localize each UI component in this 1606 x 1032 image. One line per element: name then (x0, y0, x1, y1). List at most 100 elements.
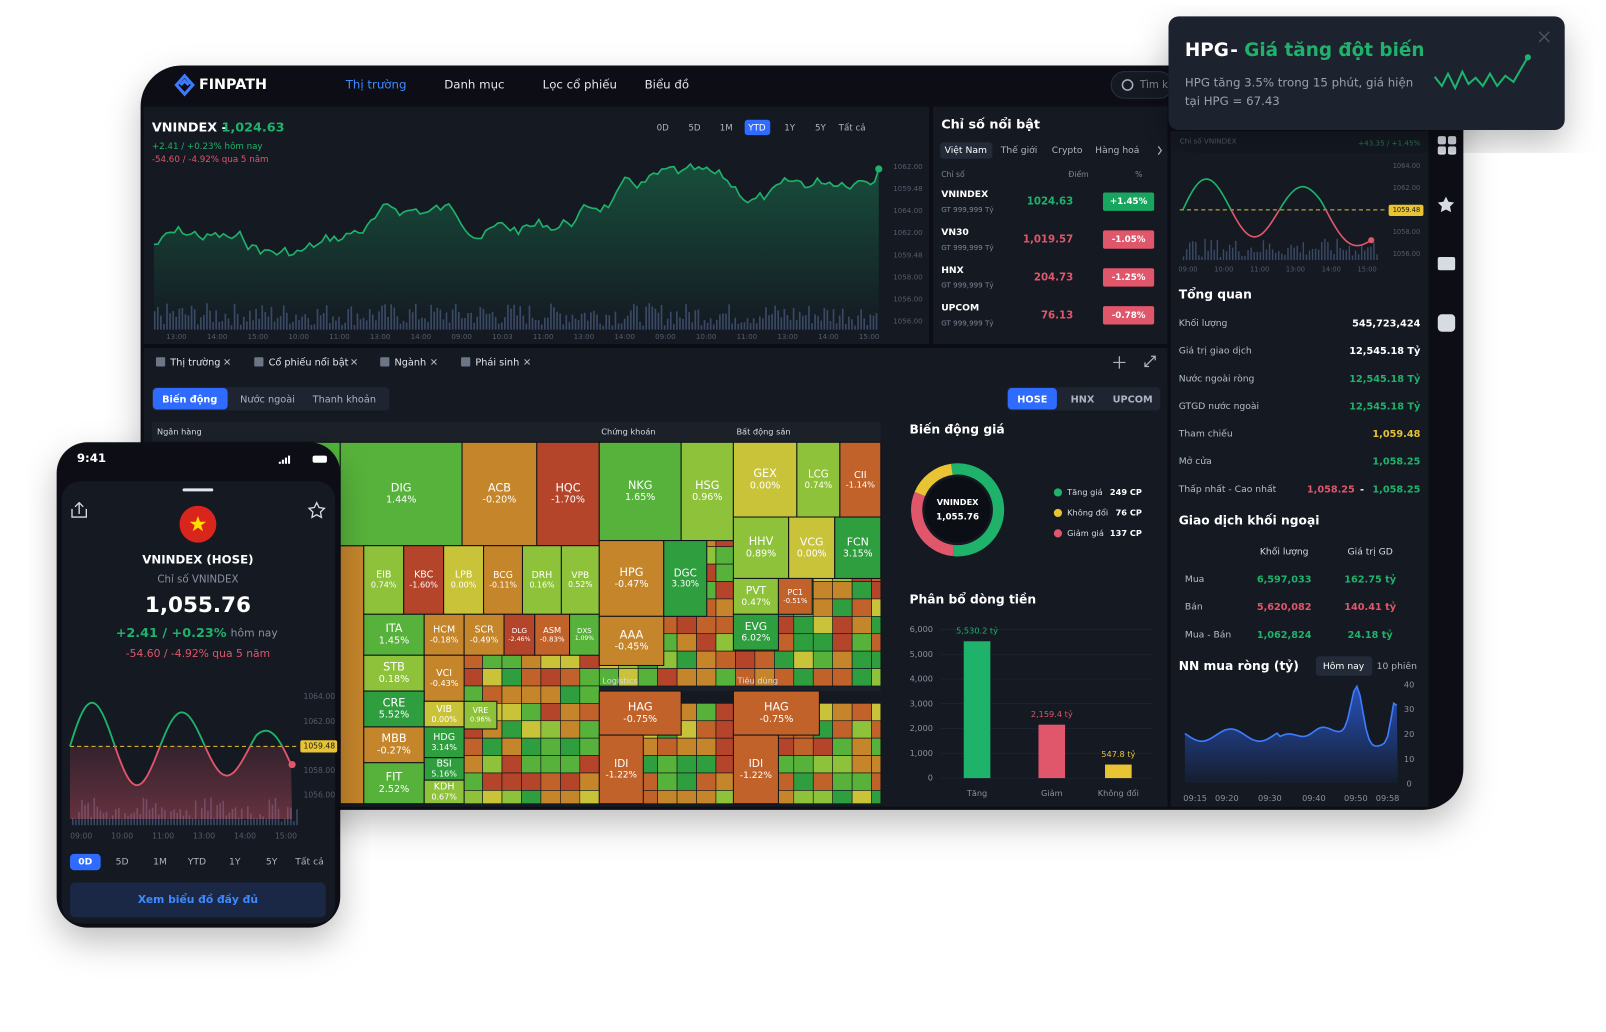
treemap-tile (579, 685, 600, 704)
tab[interactable]: Hàng hoá (1095, 145, 1139, 156)
treemap-cell[interactable] (598, 540, 665, 617)
volume-bar (743, 322, 746, 330)
tab[interactable]: Crypto (1052, 145, 1083, 156)
treemap-cell[interactable] (598, 690, 682, 736)
y-tick-label: 6,000 (910, 624, 933, 634)
treemap-cell[interactable] (598, 441, 682, 542)
cell-change: 0.16% (529, 581, 554, 590)
treemap-cell[interactable] (423, 779, 465, 805)
range-button[interactable]: 1Y (784, 123, 796, 133)
treemap-cell[interactable] (680, 441, 734, 542)
treemap-cell[interactable] (598, 615, 665, 666)
volume-bar (762, 318, 764, 330)
treemap-cell[interactable] (834, 516, 882, 579)
range-button[interactable]: 1M (153, 857, 167, 868)
tab[interactable]: Việt Nam (945, 145, 987, 156)
volume-bar (654, 308, 657, 330)
range-button[interactable]: YTD (747, 123, 766, 133)
range-button[interactable]: 5Y (815, 123, 827, 133)
treemap-cell[interactable] (732, 690, 820, 736)
treemap-cell[interactable] (363, 654, 425, 692)
treemap-cell[interactable] (598, 734, 644, 805)
treemap-tile (560, 668, 581, 687)
range-button[interactable]: YTD (187, 857, 206, 868)
tab[interactable]: 10 phiên (1377, 661, 1418, 672)
range-button[interactable]: 0D (78, 857, 92, 868)
subtab[interactable]: Biến động (162, 392, 217, 405)
cell-ticker: HCM (433, 625, 455, 636)
volume-bar (792, 307, 795, 330)
volume-bar (464, 318, 466, 330)
exchange[interactable]: HOSE (1017, 394, 1047, 405)
treemap-cell[interactable] (536, 441, 600, 547)
range-button[interactable]: 5D (688, 123, 701, 133)
treemap-cell[interactable] (732, 613, 779, 651)
tab[interactable]: Cổ phiếu nổi bật (269, 355, 349, 368)
treemap-cell[interactable] (560, 545, 600, 615)
treemap-cell[interactable] (732, 734, 779, 805)
treemap-cell[interactable] (732, 577, 779, 615)
subtab[interactable]: Thanh khoản (312, 393, 376, 405)
treemap-cell[interactable] (521, 545, 562, 615)
volume-bar (285, 312, 288, 330)
treemap-cell[interactable] (339, 441, 463, 547)
full-chart-button[interactable] (69, 882, 326, 918)
treemap-cell[interactable] (534, 613, 571, 656)
tab[interactable]: Thế giới (1000, 145, 1038, 156)
treemap-cell[interactable] (483, 545, 523, 615)
range-button[interactable]: Tất cả (838, 122, 866, 133)
treemap-tile (482, 772, 503, 791)
treemap-cell[interactable] (503, 613, 536, 656)
phone-change-word: hôm nay (231, 627, 279, 640)
treemap-cell[interactable] (788, 516, 836, 579)
cell-ticker: PVT (746, 584, 767, 597)
signal (278, 461, 281, 464)
legend-value: 137 CP (1110, 528, 1142, 538)
treemap-cell[interactable] (363, 613, 425, 656)
treemap-cell[interactable] (463, 613, 505, 656)
button-label[interactable]: Xem biểu đồ đầy đủ (138, 893, 258, 906)
nav-item[interactable]: Lọc cổ phiếu (543, 77, 617, 91)
nav-item[interactable]: Biểu đồ (645, 77, 689, 91)
volume-bar (433, 311, 436, 330)
treemap-cell[interactable] (839, 441, 882, 518)
treemap-cell[interactable] (663, 540, 708, 617)
range-button[interactable]: Tất cả (294, 857, 324, 868)
exchange[interactable]: UPCOM (1113, 394, 1153, 405)
exchange[interactable]: HNX (1071, 394, 1095, 405)
last-point (1368, 237, 1375, 244)
treemap-tile (871, 633, 882, 652)
tab[interactable]: Thị trường (169, 356, 220, 368)
range-button[interactable]: 5D (116, 857, 129, 868)
notify-body: HPG tăng 3.5% trong 15 phút, giá hiện (1185, 75, 1413, 89)
tab[interactable]: Hôm nay (1323, 661, 1365, 672)
range-button[interactable]: 1Y (229, 857, 241, 868)
treemap-tile (812, 581, 833, 600)
nav-item[interactable]: Danh mục (444, 77, 504, 91)
volume-bar (252, 320, 254, 330)
treemap-cell[interactable] (777, 577, 813, 615)
subtab[interactable]: Nước ngoài (240, 393, 295, 405)
treemap-tile (715, 650, 736, 669)
treemap-cell[interactable] (423, 654, 465, 702)
treemap-cell[interactable] (363, 726, 425, 764)
treemap-cell[interactable] (463, 700, 498, 730)
y-label: 1058.00 (303, 766, 335, 775)
tab[interactable]: Phái sinh (475, 356, 519, 368)
volume-bar (427, 321, 429, 330)
range-button[interactable]: 1M (720, 123, 733, 133)
x-label: 11:00 (737, 332, 758, 341)
treemap-cell[interactable] (423, 726, 465, 759)
tab[interactable]: Ngành (395, 356, 427, 368)
range-button[interactable]: 5Y (266, 857, 278, 868)
treemap-tile (676, 668, 697, 687)
row-label: Thấp nhất - Cao nhất (1178, 484, 1277, 495)
treemap-cell[interactable] (363, 690, 425, 728)
treemap-cell[interactable] (461, 441, 538, 547)
x-label: 15:00 (275, 831, 297, 840)
logo (174, 73, 195, 97)
treemap-tile (871, 737, 882, 756)
range-button[interactable]: 0D (657, 123, 670, 133)
nav-item[interactable]: Thị trường (345, 77, 407, 91)
treemap-cell[interactable] (443, 545, 485, 615)
